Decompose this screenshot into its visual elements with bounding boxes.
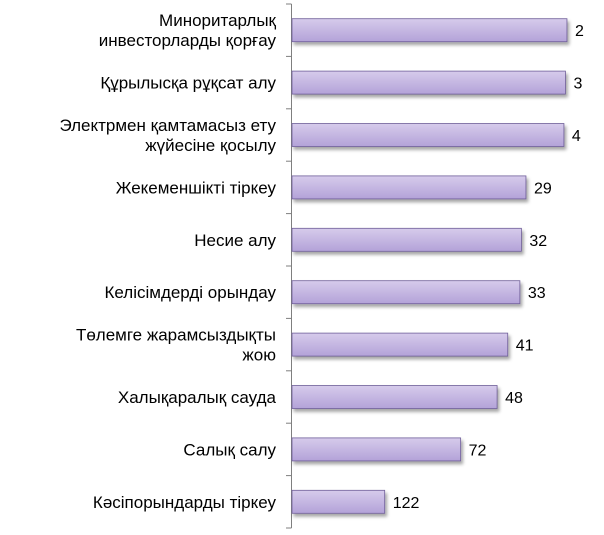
bar	[291, 227, 522, 252]
data-label: 32	[529, 233, 547, 250]
data-label: 2	[575, 23, 584, 40]
category-label-line: Электрмен қамтамасыз ету	[59, 116, 276, 135]
data-label: 3	[573, 76, 582, 93]
category-label-line: Төлемге жарамсыздықты	[76, 326, 276, 345]
category-label-line: Халықаралық сауда	[118, 388, 277, 407]
category-label-line: жүйесіне қосылу	[145, 136, 276, 155]
category-label: Салық салу	[183, 440, 276, 459]
data-label: 48	[505, 390, 523, 407]
category-label-line: Құрылысқа рұқсат алу	[100, 74, 276, 93]
category-label: Төлемге жарамсыздықты жою	[76, 326, 276, 365]
bar	[291, 385, 498, 409]
category-label-line: Миноритарлық	[159, 11, 277, 30]
bar	[291, 332, 509, 357]
category-label-line: инвесторларды қорғау	[99, 31, 277, 50]
bar	[291, 437, 462, 462]
category-label-line: Салық салу	[183, 440, 276, 459]
category-label: Келісімдерді орындау	[104, 283, 276, 302]
data-label: 4	[572, 128, 581, 145]
category-label: Несие алу	[194, 231, 276, 250]
category-label: Миноритарлық инвесторларды қорғау	[99, 11, 277, 50]
category-label-line: Жекеменшікті тіркеу	[116, 178, 277, 197]
data-label: 29	[534, 180, 552, 197]
bar	[291, 280, 521, 305]
category-label-line: Несие алу	[194, 231, 276, 250]
data-label: 33	[528, 285, 546, 302]
category-label: Құрылысқа рұқсат алу	[100, 74, 276, 93]
category-label: Кәсіпорындарды тіркеу	[93, 493, 277, 512]
data-label: 72	[469, 442, 487, 459]
category-label-line: жою	[242, 346, 276, 365]
data-label: 122	[393, 495, 420, 512]
category-label: Жекеменшікті тіркеу	[116, 178, 277, 197]
category-label-line: Келісімдерді орындау	[104, 283, 276, 302]
category-label: Халықаралық сауда	[118, 388, 277, 407]
category-label: Электрмен қамтамасыз ету жүйесіне қосылу	[59, 116, 276, 155]
category-label-line: Кәсіпорындарды тіркеу	[93, 493, 277, 512]
data-label: 41	[516, 338, 534, 355]
bar	[291, 70, 566, 95]
bar	[291, 18, 568, 43]
bar	[291, 489, 386, 514]
bar	[291, 175, 527, 200]
bar	[291, 123, 565, 147]
